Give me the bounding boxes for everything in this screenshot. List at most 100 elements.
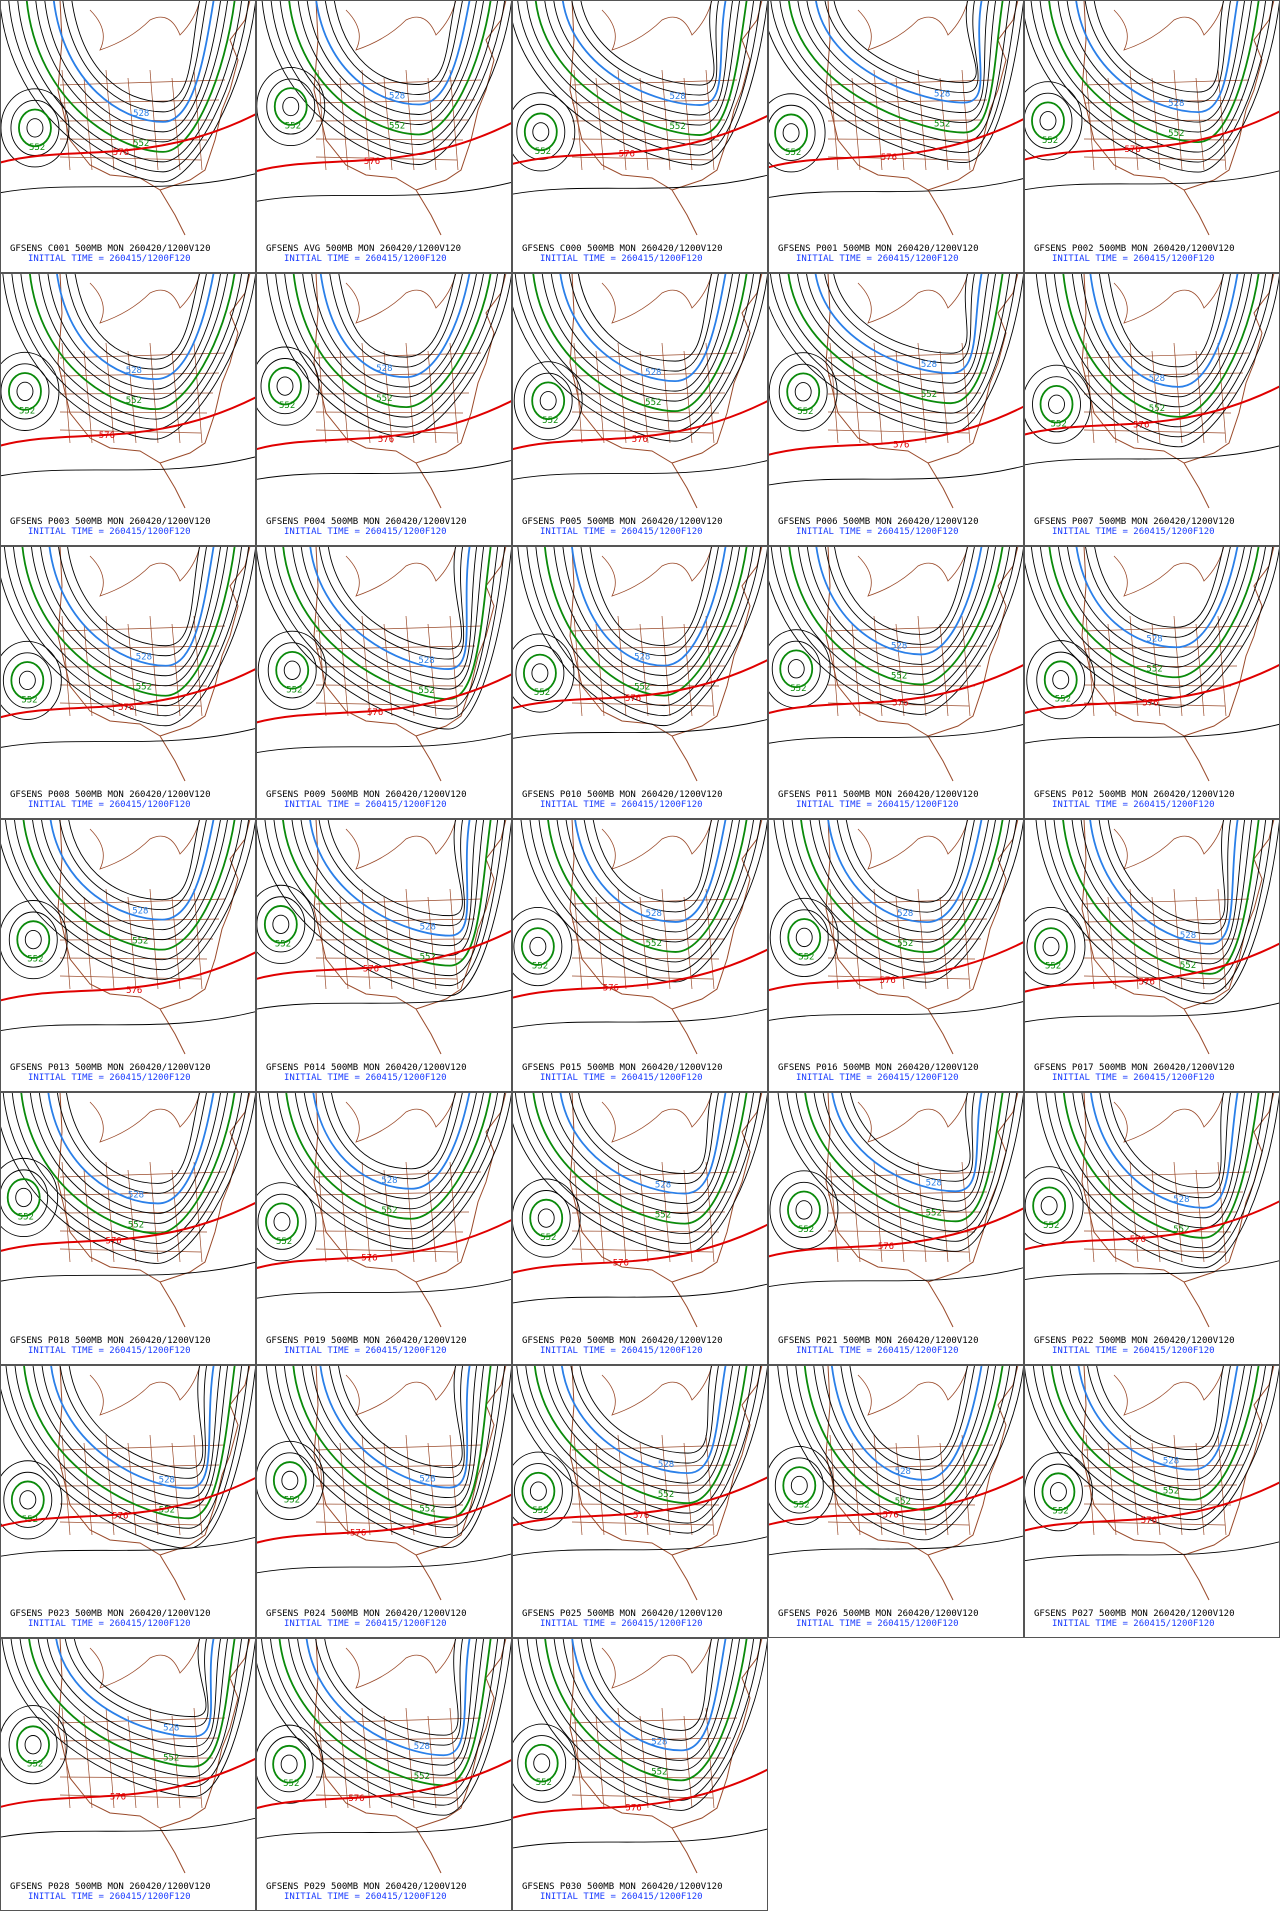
state-line bbox=[59, 1794, 202, 1799]
state-line bbox=[827, 429, 970, 434]
contour bbox=[543, 1365, 741, 1494]
contour-label: 528 bbox=[1163, 1457, 1179, 1467]
state-line bbox=[171, 350, 181, 444]
low-contour bbox=[521, 1190, 571, 1247]
panel-title: GFSENS P012 500MB MON 260420/1200V120 bbox=[1034, 790, 1234, 800]
contour bbox=[292, 1365, 492, 1519]
low-contour bbox=[1024, 1177, 1074, 1234]
canada-coast bbox=[601, 546, 713, 597]
state-line bbox=[661, 888, 671, 990]
map-panel: 528 552 552 576 GFSENS P013 500MB MON 260420… bbox=[0, 819, 256, 1092]
contour bbox=[3, 546, 250, 717]
contour-label: 528 bbox=[921, 360, 937, 370]
state-line bbox=[315, 975, 458, 980]
state-line bbox=[851, 896, 861, 990]
state-line bbox=[59, 1444, 226, 1451]
state-line bbox=[361, 69, 371, 171]
contour-label: 528 bbox=[895, 1467, 911, 1477]
contour-label: 528 bbox=[163, 1724, 179, 1734]
panel-title: GFSENS P029 500MB MON 260420/1200V120 bbox=[266, 1882, 466, 1892]
panel-border bbox=[0, 546, 256, 819]
contour bbox=[62, 0, 208, 113]
contour bbox=[291, 546, 485, 690]
contour bbox=[512, 1475, 768, 1527]
contour bbox=[773, 819, 1024, 983]
state-line bbox=[59, 119, 214, 122]
state-line bbox=[339, 1442, 349, 1536]
contour bbox=[512, 0, 768, 166]
contour bbox=[813, 1092, 997, 1212]
contour bbox=[552, 1365, 734, 1484]
contour bbox=[0, 667, 256, 719]
contour bbox=[256, 733, 512, 754]
low-contour bbox=[256, 884, 316, 964]
canada-coast bbox=[1113, 1365, 1225, 1416]
panel-init-time: INITIAL TIME = 260415/1200F120 bbox=[284, 254, 447, 264]
low-contour bbox=[532, 122, 550, 142]
low-contour bbox=[1024, 364, 1091, 444]
contour bbox=[1094, 546, 1224, 628]
contour bbox=[0, 1536, 256, 1557]
map-panel: 528 552 552 576 GFSENS P019 500MB MON 260420… bbox=[256, 1092, 512, 1365]
state-line bbox=[315, 1171, 482, 1178]
contour bbox=[68, 1365, 204, 1469]
contour-label: 552 bbox=[285, 122, 301, 132]
state-line bbox=[639, 77, 649, 171]
state-line bbox=[315, 352, 482, 359]
panel-title: GFSENS P003 500MB MON 260420/1200V120 bbox=[10, 517, 210, 527]
map-panel: 528 552 552 576 GFSENS P004 500MB MON 260420… bbox=[256, 273, 512, 546]
contour bbox=[592, 819, 713, 903]
panel-border bbox=[256, 819, 512, 1092]
state-line bbox=[317, 615, 327, 717]
low-contour bbox=[2, 652, 52, 709]
contour bbox=[1024, 723, 1280, 744]
contour bbox=[256, 546, 512, 730]
contour-label: 552 bbox=[27, 1760, 43, 1770]
map-area: 528 552 552 576 bbox=[256, 1638, 512, 1874]
contour-label: 552 bbox=[797, 407, 813, 417]
contour bbox=[1107, 273, 1225, 368]
contour bbox=[778, 273, 1011, 414]
contour bbox=[822, 1365, 990, 1491]
low-contour bbox=[18, 670, 36, 691]
panel-init-time: INITIAL TIME = 260415/1200F120 bbox=[284, 527, 447, 537]
contour bbox=[47, 1092, 215, 1205]
panel-border bbox=[0, 0, 256, 273]
contour bbox=[565, 819, 734, 933]
contour-label: 552 bbox=[658, 1490, 674, 1500]
contour-label: 528 bbox=[420, 923, 436, 933]
contour bbox=[321, 1092, 464, 1180]
low-contour bbox=[529, 936, 547, 957]
contour bbox=[512, 459, 768, 480]
contour bbox=[1044, 273, 1274, 438]
contour-label: 552 bbox=[1043, 1221, 1059, 1231]
state-line bbox=[59, 99, 220, 104]
contour-label: 552 bbox=[790, 684, 806, 694]
canada-coast bbox=[89, 819, 201, 870]
state-line bbox=[315, 1503, 464, 1506]
state-line bbox=[1173, 615, 1183, 717]
contour-label: 528 bbox=[1168, 99, 1184, 109]
contour-label: 552 bbox=[279, 401, 295, 411]
contour bbox=[541, 1092, 741, 1215]
contour bbox=[258, 1092, 512, 1250]
contour bbox=[512, 1828, 768, 1849]
contour bbox=[589, 1638, 713, 1731]
canada-coast bbox=[345, 1365, 457, 1416]
contour bbox=[17, 0, 243, 163]
map-area: 528 552 552 576 bbox=[1024, 1365, 1280, 1601]
contour bbox=[571, 0, 720, 96]
state-line bbox=[827, 1248, 970, 1253]
contour bbox=[1084, 546, 1232, 638]
contour bbox=[534, 0, 748, 136]
panel-init-time: INITIAL TIME = 260415/1200F120 bbox=[540, 1073, 703, 1083]
contour-label: 552 bbox=[926, 1208, 942, 1218]
map-panel: 528 552 552 576 GFSENS P009 500MB MON 260420… bbox=[256, 546, 512, 819]
panel-title: GFSENS P015 500MB MON 260420/1200V120 bbox=[522, 1063, 722, 1073]
panel-border bbox=[512, 273, 768, 546]
contour bbox=[1077, 1365, 1239, 1471]
contour bbox=[1024, 445, 1280, 466]
contour bbox=[1087, 1365, 1232, 1461]
map-panel: 528 552 552 576 GFSENS C000 500MB MON 260420… bbox=[512, 0, 768, 273]
